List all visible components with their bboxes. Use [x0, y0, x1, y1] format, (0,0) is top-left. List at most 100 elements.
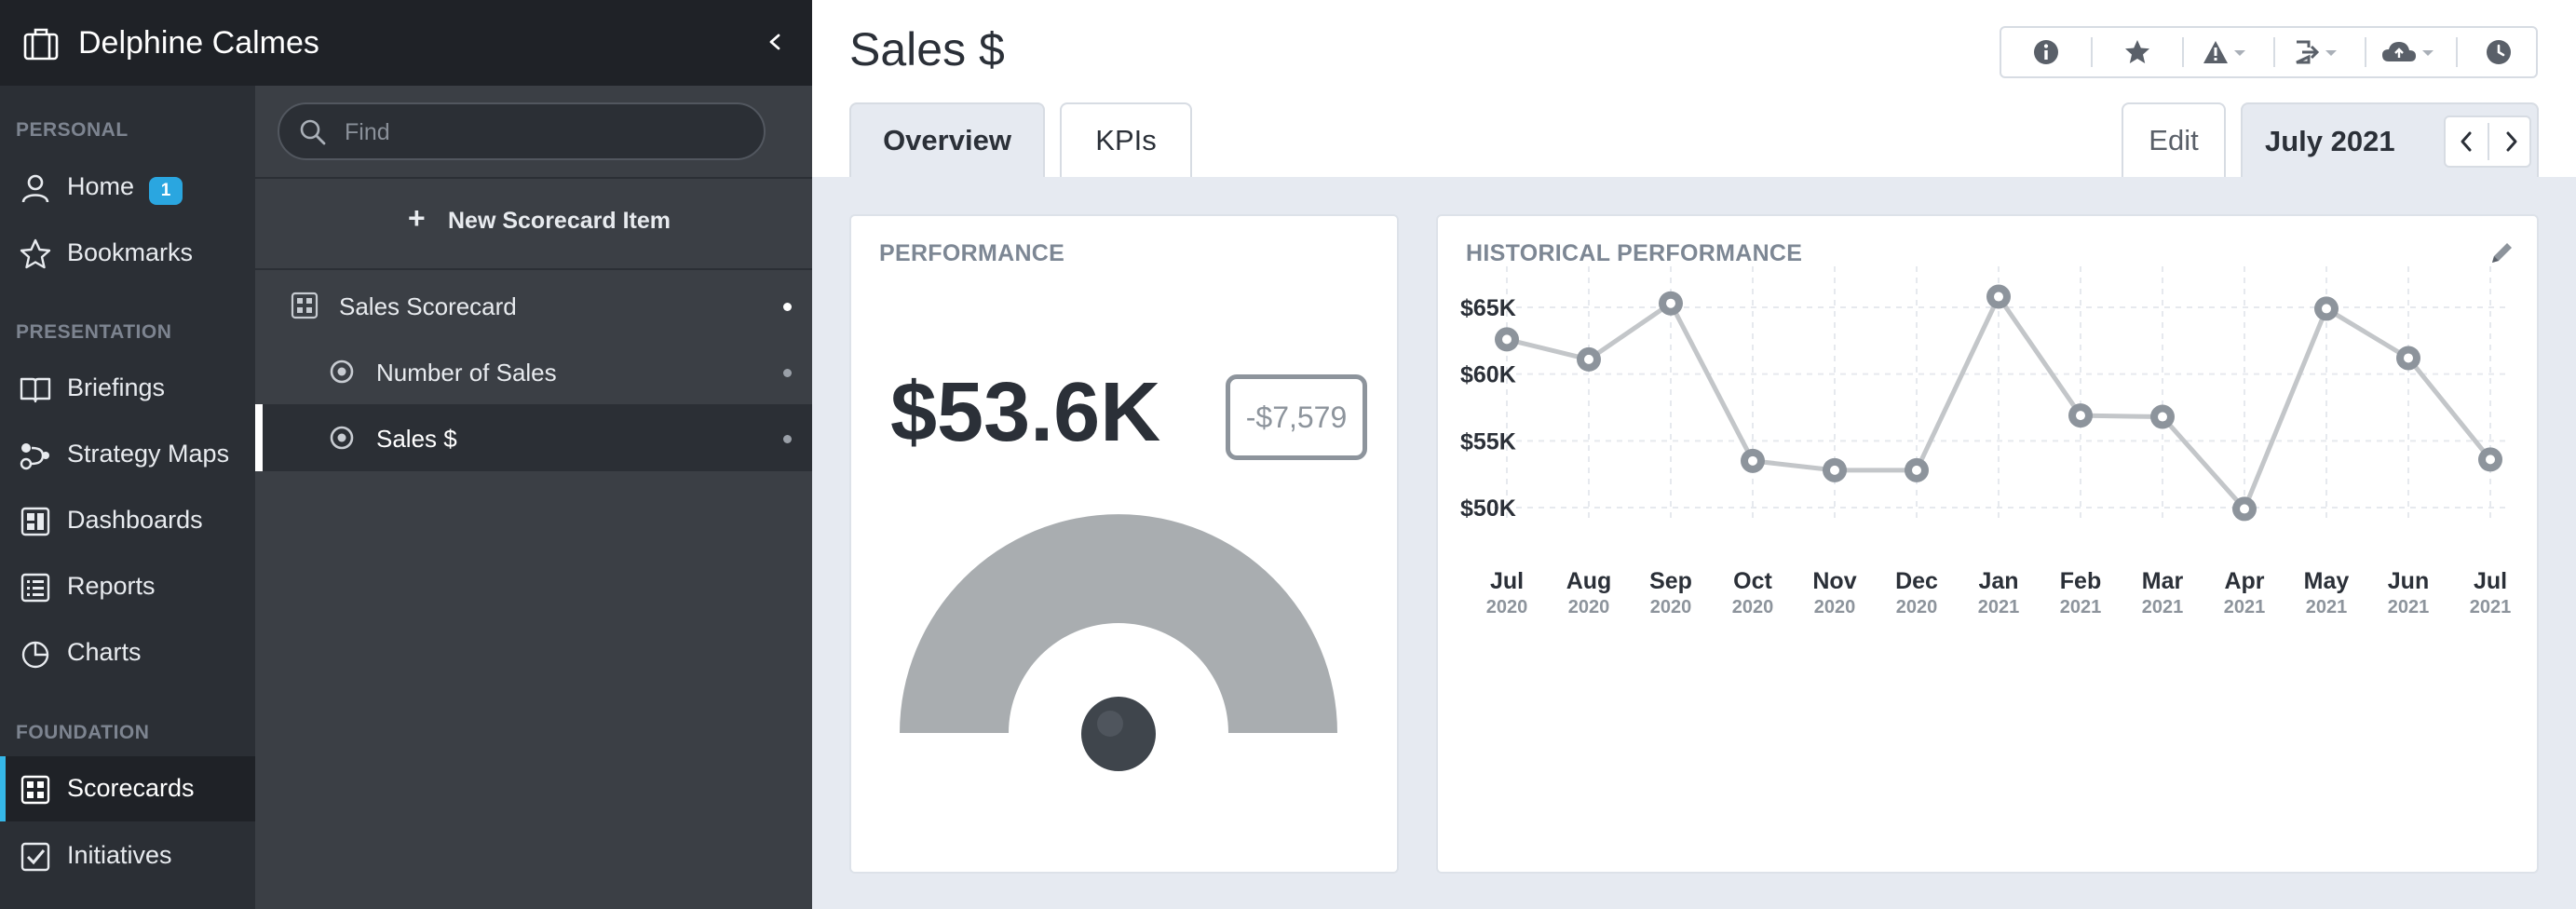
nav-item-dashboards[interactable]: Dashboards [0, 488, 255, 553]
pie-chart-icon [21, 641, 49, 669]
x-tick-year: 2020 [1650, 597, 1692, 617]
nav-item-briefings[interactable]: Briefings [0, 356, 255, 421]
data-point [1577, 346, 1601, 372]
scorecard-icon [20, 775, 50, 805]
user-header: Delphine Calmes [0, 0, 812, 86]
y-tick-label: $50K [1460, 495, 1516, 522]
divider [255, 177, 812, 179]
nav-item-home[interactable]: Home 1 [0, 155, 255, 220]
status-dot [783, 369, 792, 377]
user-name: Delphine Calmes [78, 25, 319, 61]
data-point [2232, 496, 2257, 522]
new-scorecard-item-label: New Scorecard Item [448, 208, 671, 234]
search-input[interactable] [345, 114, 745, 151]
chevron-left-icon [2461, 131, 2472, 152]
x-tick-month: Sep [1649, 568, 1692, 594]
collapse-sidebar-icon[interactable] [764, 26, 786, 58]
data-point-inner [2404, 353, 2413, 363]
x-tick-year: 2021 [2060, 597, 2102, 617]
toolbar-separator [2091, 37, 2093, 67]
alert-button[interactable] [2184, 28, 2273, 76]
data-point-inner [1748, 455, 1757, 466]
previous-period-button[interactable] [2446, 117, 2488, 166]
nav-item-charts[interactable]: Charts [0, 620, 255, 685]
scorecard-tree-panel: + New Scorecard Item Sales Scorecard Num… [255, 86, 812, 909]
x-tick-month: Jan [1978, 568, 2018, 594]
toolbar-separator [2456, 37, 2458, 67]
history-icon [2487, 40, 2511, 64]
left-navigation: PERSONAL Home 1 Bookmarks PRESENTATION B… [0, 0, 255, 909]
gauge-needle [1081, 697, 1156, 771]
data-point [2314, 296, 2339, 321]
main-header: Sales $ Overview KPIs Edit July 2021 [812, 0, 2576, 177]
nav-item-reports[interactable]: Reports [0, 554, 255, 619]
historical-performance-card: HISTORICAL PERFORMANCE $50K $55K $60K $65K … [1436, 214, 2539, 874]
person-icon [21, 174, 49, 203]
toolbar [2000, 26, 2538, 78]
x-tick-month: Dec [1895, 568, 1938, 594]
nav-item-scorecards[interactable]: Scorecards [0, 756, 255, 821]
performance-title: PERFORMANCE [879, 240, 1065, 266]
historical-title: HISTORICAL PERFORMANCE [1466, 240, 1803, 266]
new-scorecard-item-button[interactable]: + New Scorecard Item [255, 179, 812, 259]
edit-button[interactable]: Edit [2122, 102, 2226, 177]
data-points [1495, 284, 2502, 522]
data-point-inner [1994, 292, 2003, 302]
period-navigation [2444, 115, 2531, 168]
performance-card: PERFORMANCE $53.6K -$7,579 [849, 214, 1399, 874]
data-point [1823, 457, 1847, 482]
x-tick-year: 2021 [2388, 597, 2430, 617]
nav-section-presentation: PRESENTATION [16, 321, 172, 343]
toolbar-separator [2273, 37, 2275, 67]
data-point-inner [1912, 465, 1921, 475]
data-point-inner [2158, 412, 2167, 422]
nav-item-label: Scorecards [67, 774, 195, 802]
scorecard-icon [291, 292, 319, 319]
search-icon [300, 119, 326, 145]
nav-item-strategy-maps[interactable]: Strategy Maps [0, 422, 255, 487]
tab-overview[interactable]: Overview [849, 102, 1045, 177]
x-tick-year: 2020 [1732, 597, 1774, 617]
variance-badge: -$7,579 [1226, 374, 1367, 460]
plus-icon: + [408, 201, 426, 235]
status-dot [783, 303, 792, 311]
info-button[interactable] [2001, 28, 2091, 76]
toolbar-separator [2365, 37, 2366, 67]
export-button[interactable] [2275, 28, 2365, 76]
x-tick-month: Feb [2060, 568, 2101, 594]
nav-item-label: Reports [67, 572, 156, 600]
data-point [2068, 403, 2093, 428]
data-point-inner [1666, 298, 1675, 308]
tree-row-number-of-sales[interactable]: Number of Sales [255, 338, 812, 405]
x-tick-year: 2020 [1486, 597, 1528, 617]
report-icon [20, 573, 50, 603]
alert-icon [2203, 41, 2245, 63]
data-point-inner [2322, 304, 2331, 314]
x-tick-year: 2020 [1568, 597, 1610, 617]
nav-item-initiatives[interactable]: Initiatives [0, 823, 255, 889]
search-box[interactable] [278, 102, 766, 160]
status-dot [783, 435, 792, 443]
strategy-map-icon [20, 443, 49, 470]
performance-gauge [900, 514, 1337, 771]
tab-kpis[interactable]: KPIs [1060, 102, 1192, 177]
next-period-button[interactable] [2489, 117, 2532, 166]
tree-row-sales-scorecard[interactable]: Sales Scorecard [255, 272, 812, 339]
star-icon [2125, 40, 2149, 63]
home-count-badge: 1 [149, 177, 183, 205]
history-button[interactable] [2458, 28, 2538, 76]
data-point [2478, 447, 2502, 472]
tree-row-sales-dollars[interactable]: Sales $ [255, 404, 812, 471]
checkbox-icon [20, 842, 50, 872]
bookmark-button[interactable] [2093, 28, 2182, 76]
gauge-arc [900, 514, 1337, 733]
tree-row-label: Sales Scorecard [339, 292, 517, 320]
nav-item-bookmarks[interactable]: Bookmarks [0, 221, 255, 286]
info-icon [2034, 40, 2058, 64]
upload-button[interactable] [2366, 28, 2456, 76]
pencil-icon[interactable] [2488, 238, 2516, 266]
x-tick-month: Jul [1490, 568, 1524, 594]
cloud-upload-icon [2382, 42, 2434, 61]
x-tick-month: Jul [2474, 568, 2507, 594]
x-tick-year: 2021 [2224, 597, 2266, 617]
